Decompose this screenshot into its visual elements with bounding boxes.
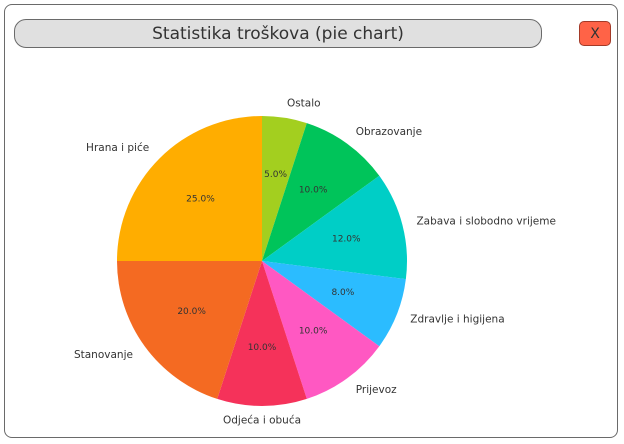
category-label-stanovanje: Stanovanje [74, 349, 133, 361]
category-label-zabava-i-slobodno-vrijeme: Zabava i slobodno vrijeme [416, 215, 555, 227]
pie-slice-obrazovanje [262, 123, 380, 261]
pct-label-ostalo: 5.0% [264, 170, 287, 180]
pct-label-hrana-i-pice: 25.0% [186, 194, 215, 204]
pct-label-odjeca-i-obuca: 10.0% [248, 343, 277, 353]
category-label-obrazovanje: Obrazovanje [356, 126, 422, 138]
pie-slice-zabava-i-slobodno-vrijeme [262, 175, 408, 280]
category-label-odjeca-i-obuca: Odjeća i obuća [223, 415, 301, 427]
pct-label-obrazovanje: 10.0% [299, 186, 328, 196]
window-title: Statistika troškova (pie chart) [14, 19, 542, 48]
pct-label-zabava-i-slobodno-vrijeme: 12.0% [332, 234, 361, 244]
category-label-ostalo: Ostalo [287, 97, 321, 109]
pie-slice-stanovanje [117, 261, 262, 399]
category-label-hrana-i-pice: Hrana i piće [86, 142, 149, 154]
pie-slice-ostalo [262, 116, 307, 261]
window-title-text: Statistika troškova (pie chart) [152, 23, 404, 44]
pie-slice-hrana-i-pice [117, 116, 262, 261]
close-button[interactable]: X [579, 21, 611, 46]
category-label-zdravlje-i-higijena: Zdravlje i higijena [410, 314, 504, 326]
pct-label-prijevoz: 10.0% [299, 326, 328, 336]
pie-slice-prijevoz [262, 261, 380, 399]
pct-label-zdravlje-i-higijena: 8.0% [331, 288, 354, 298]
pct-label-stanovanje: 20.0% [177, 307, 206, 317]
category-label-prijevoz: Prijevoz [356, 384, 397, 396]
pie-slice-zdravlje-i-higijena [262, 261, 406, 347]
close-button-label: X [590, 25, 600, 42]
pie-slice-odjeca-i-obuca [217, 261, 307, 406]
